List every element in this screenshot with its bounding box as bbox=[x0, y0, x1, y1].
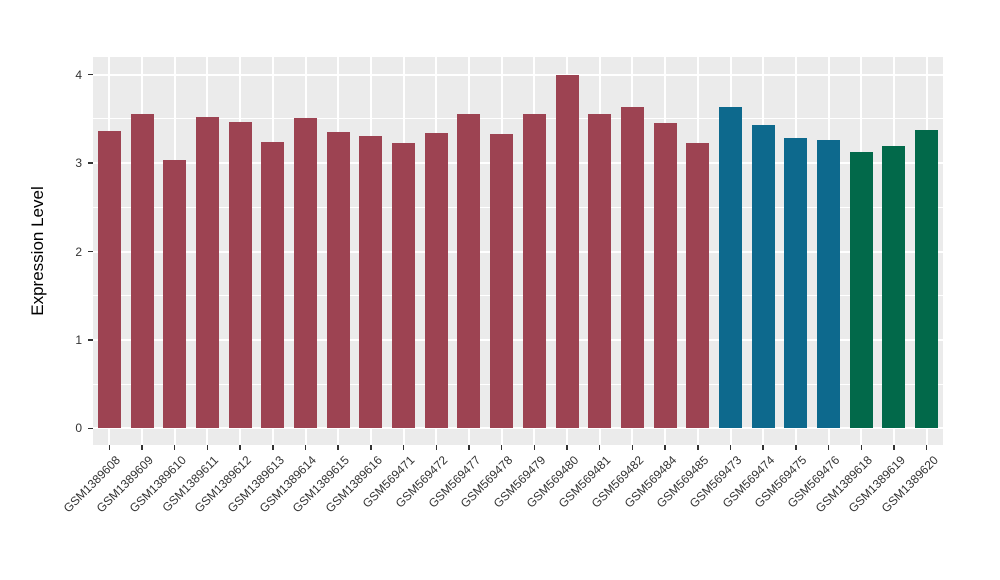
bar-GSM1389615 bbox=[326, 132, 350, 429]
bar-GSM569479 bbox=[522, 113, 546, 429]
x-axis-tick bbox=[893, 445, 895, 450]
bar-GSM569485 bbox=[686, 142, 710, 429]
bar-GSM569475 bbox=[784, 138, 808, 429]
bar-GSM569473 bbox=[719, 106, 742, 429]
y-axis-tick bbox=[88, 427, 93, 430]
x-axis-tick bbox=[272, 445, 274, 450]
x-axis-tick bbox=[370, 445, 372, 450]
y-axis-tick bbox=[88, 73, 93, 76]
bar-GSM569476 bbox=[817, 140, 841, 429]
horizontal-gridline-minor bbox=[93, 383, 943, 385]
bar-GSM1389618 bbox=[849, 151, 873, 429]
bar-GSM1389610 bbox=[163, 160, 187, 429]
x-axis-tick bbox=[697, 445, 699, 450]
bar-GSM1389614 bbox=[294, 118, 317, 429]
horizontal-gridline-minor bbox=[93, 295, 943, 297]
y-tick-label: 0 bbox=[75, 421, 82, 436]
x-axis-tick bbox=[402, 445, 405, 450]
x-axis-tick bbox=[239, 445, 241, 450]
bar-GSM1389616 bbox=[359, 135, 383, 429]
x-axis-tick bbox=[435, 445, 438, 450]
y-tick-label: 2 bbox=[75, 244, 82, 259]
x-axis-tick bbox=[500, 445, 503, 450]
y-tick-label: 1 bbox=[75, 332, 82, 347]
bar-GSM1389619 bbox=[882, 146, 906, 429]
y-axis-tick bbox=[88, 250, 93, 253]
bar-GSM1389611 bbox=[195, 117, 219, 429]
x-axis-tick bbox=[762, 445, 764, 450]
x-axis-tick bbox=[337, 445, 339, 450]
x-axis-tick bbox=[566, 445, 568, 450]
x-axis-tick bbox=[598, 445, 601, 450]
horizontal-gridline-major bbox=[93, 338, 943, 341]
bar-GSM1389612 bbox=[228, 122, 252, 429]
bar-GSM569480 bbox=[555, 74, 579, 429]
x-axis-tick bbox=[860, 445, 863, 450]
x-axis-tick bbox=[925, 445, 928, 450]
x-axis-tick bbox=[108, 445, 111, 450]
horizontal-gridline-major bbox=[93, 250, 943, 253]
x-axis-tick bbox=[827, 445, 830, 450]
bar-GSM569471 bbox=[392, 142, 416, 429]
x-axis-tick bbox=[141, 445, 143, 450]
x-axis-tick bbox=[173, 445, 176, 450]
y-tick-label: 4 bbox=[75, 67, 82, 82]
x-axis-tick bbox=[664, 445, 666, 450]
x-axis-tick bbox=[795, 445, 797, 450]
x-axis-tick bbox=[304, 445, 307, 450]
horizontal-gridline-major bbox=[93, 73, 943, 76]
bar-GSM1389613 bbox=[261, 141, 285, 429]
x-axis-tick bbox=[468, 445, 470, 450]
bar-GSM569472 bbox=[424, 133, 448, 429]
plot-panel bbox=[93, 57, 943, 445]
x-axis-tick bbox=[729, 445, 732, 450]
bar-GSM569477 bbox=[457, 113, 481, 429]
x-axis-tick bbox=[533, 445, 536, 450]
y-axis-tick bbox=[88, 339, 93, 341]
horizontal-gridline-minor bbox=[93, 206, 943, 208]
bar-GSM569481 bbox=[588, 113, 612, 429]
x-axis-tick bbox=[206, 445, 209, 450]
y-tick-label: 3 bbox=[75, 156, 82, 171]
bar-GSM569478 bbox=[490, 133, 514, 429]
horizontal-gridline-major bbox=[93, 427, 943, 430]
bar-GSM569474 bbox=[751, 125, 775, 429]
bar-GSM1389608 bbox=[97, 131, 121, 429]
bar-GSM1389609 bbox=[130, 113, 154, 429]
y-axis-tick bbox=[88, 162, 93, 164]
horizontal-gridline-major bbox=[93, 162, 943, 165]
horizontal-gridline-minor bbox=[93, 118, 943, 120]
bar-GSM569482 bbox=[620, 106, 644, 429]
bar-GSM569484 bbox=[653, 123, 677, 429]
bar-GSM1389620 bbox=[915, 129, 939, 429]
x-axis-tick bbox=[631, 445, 634, 450]
